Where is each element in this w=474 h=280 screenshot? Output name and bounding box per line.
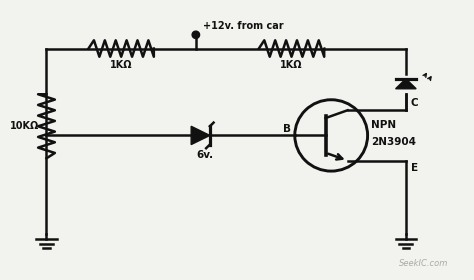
Text: 6v.: 6v. bbox=[197, 150, 214, 160]
Text: 1KΩ: 1KΩ bbox=[280, 60, 303, 70]
Text: E: E bbox=[410, 163, 418, 173]
Polygon shape bbox=[396, 79, 416, 89]
Text: B: B bbox=[283, 123, 291, 134]
Circle shape bbox=[192, 31, 200, 38]
Text: NPN: NPN bbox=[371, 120, 396, 130]
Text: +12v. from car: +12v. from car bbox=[203, 21, 283, 31]
Text: 1KΩ: 1KΩ bbox=[110, 60, 132, 70]
Text: C: C bbox=[410, 98, 418, 108]
Polygon shape bbox=[191, 126, 210, 144]
Text: 10KΩ: 10KΩ bbox=[10, 121, 39, 131]
Text: 2N3904: 2N3904 bbox=[371, 137, 416, 147]
Text: SeekIC.com: SeekIC.com bbox=[399, 259, 448, 268]
